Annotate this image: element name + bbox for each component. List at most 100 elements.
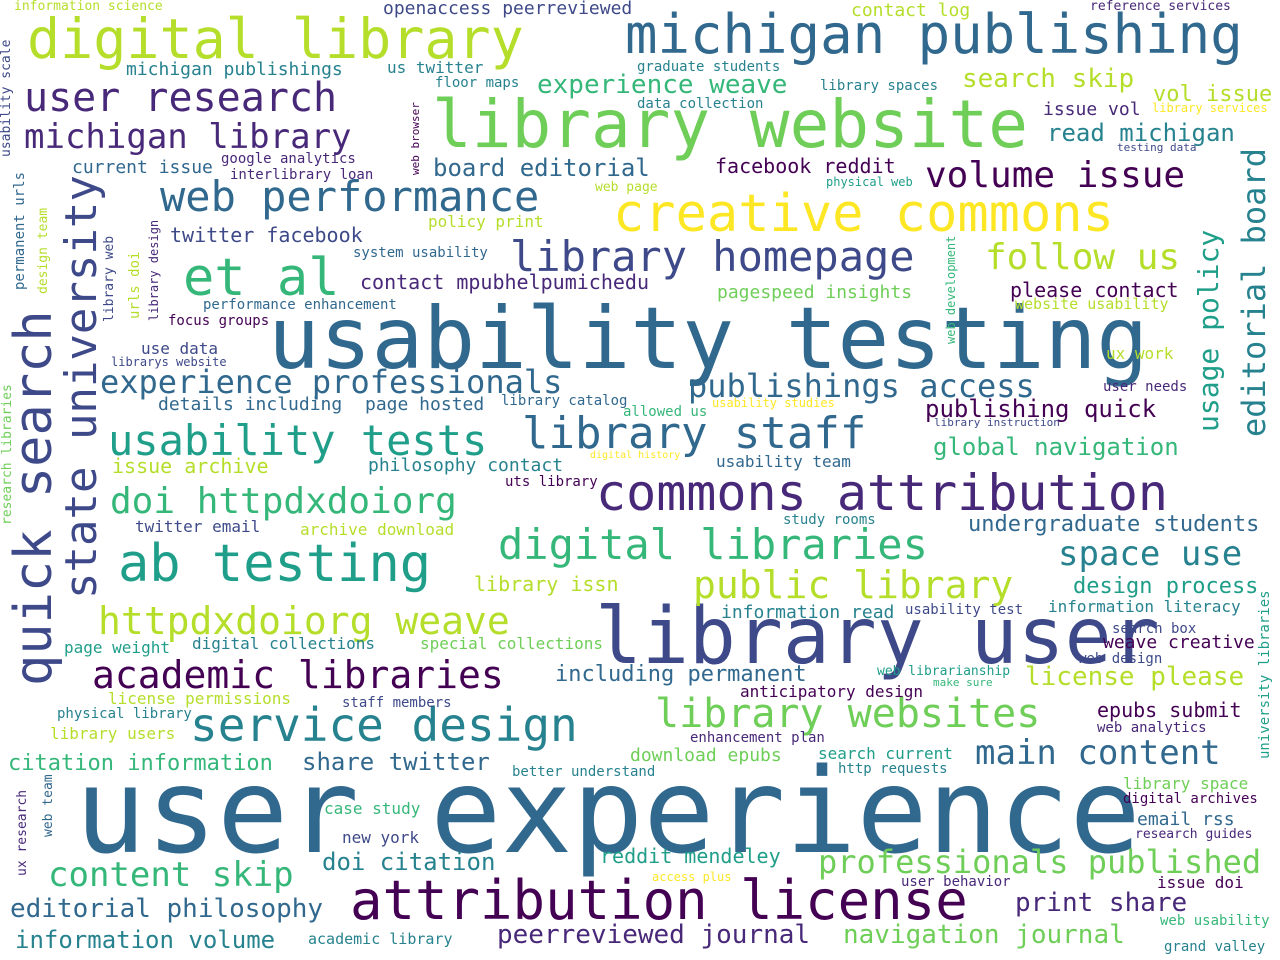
cloud-word-issue-vol: issue vol xyxy=(1043,99,1141,120)
cloud-word-http-requests: http requests xyxy=(838,761,948,777)
cloud-word-search-box: search box xyxy=(1112,621,1197,637)
cloud-word-state-university: state university xyxy=(56,175,107,599)
cloud-word-graduate-students: graduate students xyxy=(637,59,781,75)
cloud-word-web-analytics: web analytics xyxy=(1097,720,1207,736)
cloud-word-research-libraries: research libraries xyxy=(0,384,15,525)
cloud-word-digital-library: digital library xyxy=(27,7,524,71)
cloud-word-system-usability: system usability xyxy=(353,245,488,261)
cloud-word-library-instruction: library instruction xyxy=(934,416,1060,429)
cloud-word-professionals-published: professionals published xyxy=(818,843,1262,881)
cloud-word-google-analytics: google analytics xyxy=(221,151,356,167)
cloud-word-experience-weave: experience weave xyxy=(537,70,788,100)
cloud-word-urls-doi: urls doi xyxy=(127,251,143,319)
cloud-word-digital-collections: digital collections xyxy=(192,634,376,653)
cloud-word-contact-mpubhelpumichedu: contact mpubhelpumichedu xyxy=(360,270,649,294)
cloud-word-publishings-access: publishings access xyxy=(688,367,1035,405)
cloud-word-physical-library: physical library xyxy=(57,706,192,722)
cloud-word-web-usability: web usability xyxy=(1160,913,1270,929)
cloud-word-service-design: service design xyxy=(190,698,578,752)
cloud-word-library-web: library web xyxy=(102,235,117,322)
cloud-word-content-skip: content skip xyxy=(48,855,294,895)
cloud-word-space-use: space use xyxy=(1058,534,1243,574)
cloud-word-library-design: library design xyxy=(147,219,161,321)
cloud-word-usability-test: usability test xyxy=(905,602,1024,618)
cloud-word-ux-research: ux research xyxy=(15,789,30,876)
cloud-word-philosophy-contact: philosophy contact xyxy=(368,455,564,476)
cloud-word-epubs-submit: epubs submit xyxy=(1097,698,1242,722)
cloud-word-weave-creative: weave creative xyxy=(1103,632,1255,653)
cloud-word-attribution-license: attribution license xyxy=(350,869,968,932)
cloud-word-make-sure: make sure xyxy=(933,676,993,689)
cloud-word-license-permissions: license permissions xyxy=(108,689,292,708)
cloud-word-website-usability: website usability xyxy=(1015,295,1169,313)
cloud-word-enhancement-plan: enhancement plan xyxy=(690,730,825,746)
cloud-word-reference-services: reference services xyxy=(1090,0,1231,14)
cloud-word-doi-httpdxdoiorg: doi httpdxdoiorg xyxy=(110,481,457,522)
cloud-word-usability-studies: usability studies xyxy=(712,396,835,410)
cloud-word-digital-history: digital history xyxy=(590,450,681,461)
cloud-word-study-rooms: study rooms xyxy=(783,512,876,528)
cloud-word-usability-tests: usability tests xyxy=(108,416,488,465)
cloud-word-usability-scale: usability scale xyxy=(0,39,14,157)
cloud-word-et-al: et al xyxy=(183,248,340,308)
cloud-word-board-editorial: board editorial xyxy=(433,154,650,182)
cloud-word-library-websites: library websites xyxy=(655,691,1041,737)
cloud-word-academic-libraries: academic libraries xyxy=(92,653,504,697)
cloud-word-web-performance: web performance xyxy=(160,172,540,221)
cloud-word-doi-citation: doi citation xyxy=(322,848,496,876)
cloud-word-share-twitter: share twitter xyxy=(302,748,490,776)
cloud-word-search-current: search current xyxy=(818,744,953,763)
cloud-word-policy-print: policy print xyxy=(428,212,544,231)
cloud-word-new-york: new york xyxy=(342,828,420,847)
cloud-word-undergraduate-students: undergraduate students xyxy=(968,512,1260,537)
cloud-word-issue-doi: issue doi xyxy=(1157,873,1244,892)
cloud-word-staff-members: staff members xyxy=(342,695,452,711)
cloud-word-focus-groups: focus groups xyxy=(168,313,270,329)
cloud-word-user-experience: user experience xyxy=(75,742,1141,880)
cloud-word-reddit-mendeley: reddit mendeley xyxy=(600,844,781,868)
cloud-word-floor-maps: floor maps xyxy=(435,75,520,91)
cloud-word-better-understand: better understand xyxy=(512,764,656,780)
cloud-word-commons-attribution: commons attribution xyxy=(596,464,1168,522)
cloud-word-library-issn: library issn xyxy=(474,572,619,596)
cloud-word-issue-archive: issue archive xyxy=(112,454,269,478)
cloud-word-data-collection: data collection xyxy=(637,96,764,112)
cloud-word-information-science: information science xyxy=(14,0,163,14)
cloud-word-library-services: library services xyxy=(1152,101,1268,115)
cloud-word-pagespeed-insights: pagespeed insights xyxy=(717,282,913,303)
cloud-word-volume-issue: volume issue xyxy=(925,155,1186,196)
cloud-word-testing-data: testing data xyxy=(1117,141,1197,154)
cloud-word-information-literacy: information literacy xyxy=(1048,597,1241,616)
cloud-word-please-contact: please contact xyxy=(1010,278,1179,302)
cloud-word-email-rss: email rss xyxy=(1137,809,1235,830)
cloud-word-digital-archives: digital archives xyxy=(1123,791,1258,807)
cloud-word-grand-valley: grand valley xyxy=(1164,939,1266,955)
cloud-word-page-weight: page weight xyxy=(64,638,170,657)
cloud-word-user-research: user research xyxy=(24,75,338,121)
cloud-word-editorial-board: editorial board xyxy=(1235,148,1273,437)
cloud-word-physical-web: physical web xyxy=(826,175,913,189)
cloud-word-navigation-journal: navigation journal xyxy=(843,920,1125,950)
cloud-word-archive-download: archive download xyxy=(300,520,455,539)
cloud-word-us-twitter: us twitter xyxy=(387,58,484,77)
cloud-word-follow-us: follow us xyxy=(985,237,1181,278)
cloud-word-library-space: library space xyxy=(1123,774,1249,793)
cloud-word-digital-libraries: digital libraries xyxy=(498,520,928,569)
cloud-word-citation-information: citation information xyxy=(8,751,273,776)
cloud-word-library-homepage: library homepage xyxy=(510,232,915,281)
cloud-word-ab-testing: ab testing xyxy=(118,534,432,594)
cloud-word-allowed-us: allowed us xyxy=(623,404,708,420)
cloud-word-access-plus: access plus xyxy=(652,870,732,884)
cloud-word-performance-enhancement: performance enhancement xyxy=(203,297,397,313)
cloud-word-library-catalog: library catalog xyxy=(501,393,628,409)
cloud-word-design-team: design team xyxy=(36,207,51,294)
cloud-word-case-study: case study xyxy=(324,799,421,818)
cloud-word-search-skip: search skip xyxy=(962,64,1135,94)
cloud-word-university-libraries: university libraries xyxy=(1257,590,1273,759)
cloud-word-michigan-publishings: michigan publishings xyxy=(126,59,343,80)
cloud-word-experience-professionals: experience professionals xyxy=(100,363,563,401)
cloud-word-interlibrary-loan: interlibrary loan xyxy=(230,167,374,183)
cloud-word-information-volume: information volume xyxy=(15,926,276,954)
cloud-word-web-page: web page xyxy=(595,180,658,195)
